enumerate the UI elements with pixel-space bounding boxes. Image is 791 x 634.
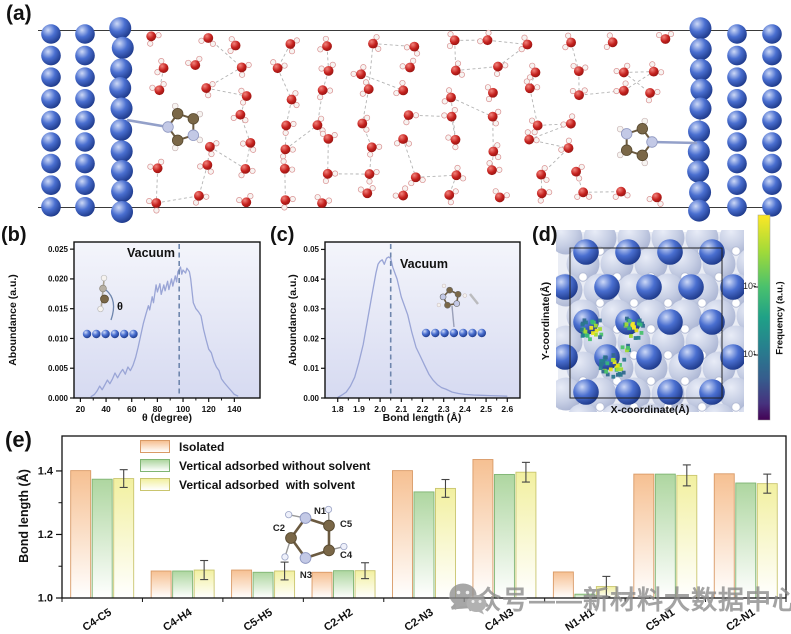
svg-text:2.1: 2.1 (395, 404, 407, 414)
atom-label: C4 (340, 550, 353, 561)
svg-text:0.01: 0.01 (303, 364, 319, 373)
distribution-curve (337, 256, 508, 398)
legend-label: Vertical adsorbed without solvent (179, 458, 371, 473)
colorbar-tick-10: 10¹ (742, 349, 756, 359)
watermark: 公众号——新材料大数据中心 (448, 580, 791, 617)
wechat-icon (449, 583, 487, 614)
surface-lattice (556, 230, 744, 412)
imidazole-molecule (126, 102, 204, 152)
panel-a-md-snapshot (38, 17, 782, 223)
panel-b-label: (b) (1, 224, 27, 246)
svg-text:1.2: 1.2 (38, 529, 53, 541)
svg-text:0.020: 0.020 (48, 275, 69, 284)
svg-text:2.0: 2.0 (374, 404, 386, 414)
legend-label: Isolated (179, 439, 225, 454)
panel-d-yaxis-title: Y-coordinate(Å) (540, 281, 552, 361)
imidazole-inset: N1 C5 C4 N3 C2 (273, 505, 353, 581)
panel-c-yaxis-title: Aboundance (a.u.) (287, 274, 299, 366)
svg-text:120: 120 (202, 404, 216, 414)
panel-c-bondlength-distribution-chart: 1.8 1.9 2.0 2.1 2.2 2.3 2.4 2.5 2.6 0.00 0.01 0.02 0… (303, 241, 521, 414)
svg-text:1.9: 1.9 (353, 404, 365, 414)
atom-label: N3 (300, 570, 312, 581)
panel-b-xaxis-title: θ (degree) (141, 412, 193, 424)
svg-text:60: 60 (127, 404, 137, 414)
svg-text:0.05: 0.05 (303, 245, 319, 254)
bar-group-C5-H5 (231, 561, 296, 599)
panel-d-adsorption-heatmap (556, 214, 771, 421)
distribution-curve (90, 266, 239, 398)
bar-group-C4-C5 (70, 469, 135, 599)
panel-b-inset-molecule-schematic: θ (82, 274, 138, 339)
svg-text:1.8: 1.8 (332, 404, 344, 414)
svg-text:80: 80 (153, 404, 163, 414)
svg-text:2.6: 2.6 (501, 404, 513, 414)
panel-a-label: (a) (6, 2, 32, 25)
svg-text:0.005: 0.005 (48, 364, 69, 373)
legend-swatch-isolated (140, 440, 170, 453)
frequency-hotspots (579, 316, 645, 379)
colorbar-title: Frequency (a.u.) (774, 281, 786, 355)
legend-swatch-without-solvent (140, 459, 170, 472)
svg-text:2.3: 2.3 (438, 404, 450, 414)
atom-label: C5 (340, 519, 353, 530)
bar-group-C4-H4 (150, 559, 215, 599)
svg-text:0.02: 0.02 (303, 334, 319, 343)
imidazole-molecule (616, 117, 698, 167)
svg-text:40: 40 (101, 404, 111, 414)
svg-text:1.4: 1.4 (38, 465, 54, 477)
colorbar-tick-100: 10² (742, 281, 756, 291)
svg-text:0.025: 0.025 (48, 245, 69, 254)
legend-item-with-solvent: Vertical adsorbed with solvent (140, 475, 370, 494)
panel-d-label: (d) (532, 224, 558, 246)
panel-e-bar-chart: C4-C5 C4-H4 C5-H5 C2-H2 C2-N3 C4-N3 N1-H1 C5-N1… (38, 435, 787, 634)
svg-text:2.2: 2.2 (417, 404, 429, 414)
atom-label: C2 (273, 523, 285, 534)
panel-c-xaxis-title: Bond length (Å) (382, 412, 462, 424)
bar-group-C2-H2 (311, 562, 376, 599)
svg-text:2.4: 2.4 (459, 404, 471, 414)
legend-swatch-with-solvent (140, 478, 170, 491)
svg-text:0.010: 0.010 (48, 334, 69, 343)
category-label: C4-H4 (161, 606, 195, 634)
category-label: C2-N3 (402, 606, 435, 633)
category-label: C2-H2 (322, 606, 355, 633)
svg-text:0.000: 0.000 (48, 394, 69, 403)
panel-b-yaxis-title: Aboundance (a.u.) (7, 274, 19, 366)
svg-text:20: 20 (76, 404, 86, 414)
unit-cell-frame (569, 247, 723, 399)
svg-text:2.5: 2.5 (480, 404, 492, 414)
panel-b-angle-distribution-chart: 20 40 60 80 100 120 140 0.000 0.005 0.010 0.015 0.0… (48, 241, 261, 414)
panel-c-inset-molecule-schematic (421, 283, 486, 338)
panel-c-vacuum-annotation: Vacuum (400, 257, 448, 271)
panel-c-label: (c) (270, 224, 295, 246)
watermark-text: 公众号——新材料大数据中心 (448, 585, 791, 615)
panel-d-xaxis-title: X-coordinate(Å) (610, 404, 690, 416)
chart-legend: Isolated Vertical adsorbed without solve… (140, 437, 370, 494)
svg-text:140: 140 (227, 404, 241, 414)
svg-text:100: 100 (176, 404, 190, 414)
frequency-colorbar (757, 214, 771, 421)
panel-b-vacuum-annotation: Vacuum (127, 246, 175, 260)
svg-text:θ: θ (117, 301, 123, 313)
legend-label: Vertical adsorbed with solvent (179, 477, 356, 492)
svg-text:1.0: 1.0 (38, 593, 53, 605)
metal-slabs (41, 17, 782, 223)
legend-item-isolated: Isolated (140, 437, 370, 456)
legend-item-without-solvent: Vertical adsorbed without solvent (140, 456, 370, 475)
bar-group-C5-N1 (633, 464, 698, 599)
atom-label: N1 (314, 506, 327, 517)
bar-group-C4-N3 (472, 459, 537, 599)
category-label: C4-C5 (81, 606, 114, 633)
water-molecules (146, 29, 674, 214)
panel-e-yaxis-title: Bond length (Å) (17, 469, 31, 563)
category-label: C5-H5 (242, 606, 275, 633)
svg-text:0.04: 0.04 (303, 275, 319, 284)
panel-e-label: (e) (5, 427, 32, 452)
svg-text:0.00: 0.00 (303, 394, 319, 403)
bar-group-C2-N3 (392, 470, 456, 599)
svg-text:0.015: 0.015 (48, 304, 69, 313)
bar-group-C2-N1 (713, 473, 778, 599)
svg-text:0.03: 0.03 (303, 305, 319, 314)
